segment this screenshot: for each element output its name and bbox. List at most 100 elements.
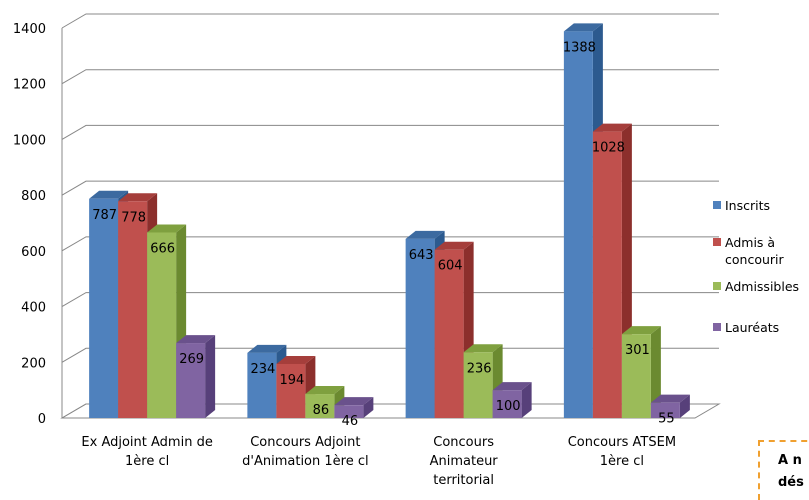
legend-entry: Lauréats: [713, 320, 779, 335]
bar-front: [276, 363, 306, 418]
data-label: 55: [658, 412, 675, 427]
y-tick-label: 800: [21, 189, 46, 204]
bar-top: [592, 123, 632, 132]
bar-top: [176, 335, 216, 344]
data-label: 666: [150, 241, 175, 256]
bar-front: [463, 352, 493, 418]
data-label: 787: [92, 208, 117, 223]
bar-top: [118, 193, 158, 202]
bar-top: [650, 394, 690, 403]
bar-top: [405, 230, 445, 239]
legend-label: Inscrits: [725, 198, 770, 213]
y-tick-label: 400: [21, 301, 46, 316]
legend-swatch: [713, 282, 721, 290]
y-tick-label: 600: [21, 245, 46, 260]
bar-front: [492, 390, 522, 418]
x-category-label: Ex Adjoint Admin de 1ère cl: [81, 435, 212, 469]
x-category-label: Concours Adjoint d'Animation 1ère cl: [242, 435, 368, 469]
legend-label: Admissibles: [725, 279, 799, 294]
bar: [276, 355, 316, 418]
data-label: 1388: [563, 40, 596, 55]
bar-front: [650, 402, 680, 418]
bar: [650, 394, 690, 418]
gridline: [61, 347, 719, 363]
bar-front: [176, 343, 206, 418]
bar-front: [592, 131, 622, 418]
x-category-label: Concours ATSEM 1ère cl: [568, 435, 676, 469]
bar-top: [305, 386, 345, 395]
data-label: 100: [496, 399, 521, 414]
gridline: [61, 124, 719, 140]
bar-front: [434, 249, 464, 418]
bar-front: [247, 352, 277, 418]
legend-label: Admis à concourir: [725, 235, 784, 267]
note-line-1: A n: [778, 453, 802, 468]
data-label: 236: [467, 361, 492, 376]
bars: [89, 23, 690, 418]
gridline: [61, 13, 719, 29]
legend-entry: Inscrits: [713, 198, 770, 213]
bar-side: [363, 397, 374, 418]
data-label: 269: [179, 352, 204, 367]
bar: [621, 326, 661, 418]
bar-top: [276, 355, 316, 364]
y-axis-ticks: 0 200 400 600 800 1000 1200 1400: [13, 22, 46, 427]
gridlines: [61, 13, 719, 419]
bar-top: [247, 344, 287, 353]
gridline: [61, 180, 719, 196]
note-box: A n dés: [758, 440, 809, 500]
y-tick-label: 0: [38, 412, 46, 427]
bar-front: [305, 394, 335, 418]
data-label: 643: [409, 248, 434, 263]
data-label: 1028: [592, 141, 625, 156]
data-label: 604: [438, 259, 463, 274]
legend-swatch: [713, 323, 721, 331]
legend-swatch: [713, 201, 721, 209]
bar-top: [463, 344, 503, 353]
bar-side: [521, 382, 532, 418]
bar-side: [650, 326, 661, 418]
data-label: 234: [250, 362, 275, 377]
y-tick-label: 1000: [13, 133, 46, 148]
bar-front: [334, 405, 364, 418]
legend-swatch: [713, 238, 721, 246]
legend-entry: Admissibles: [713, 279, 799, 294]
bar-side: [679, 394, 690, 418]
bar-top: [621, 326, 661, 335]
bar-top: [563, 23, 603, 32]
x-category-label: Concours Animateur territorial: [430, 435, 499, 488]
bar: [334, 397, 374, 418]
gridline: [61, 236, 719, 252]
y-tick-label: 200: [21, 356, 46, 371]
legend-entry: Admis à concourir: [713, 235, 784, 267]
bar-front: [405, 238, 435, 418]
bar-front: [118, 201, 148, 418]
data-label: 194: [279, 373, 304, 388]
bar-top: [492, 382, 532, 391]
data-label: 46: [342, 414, 359, 429]
data-label: 86: [313, 403, 330, 418]
bar: [492, 382, 532, 418]
data-label: 301: [625, 343, 650, 358]
data-labels: 787 778 666 269 234 194 86 46 643 604 236 100 1388 10…: [92, 40, 674, 429]
bar-top: [89, 190, 129, 199]
bar-side: [205, 335, 216, 418]
y-tick-label: 1400: [13, 22, 46, 37]
bar-front: [563, 31, 593, 418]
gridline: [61, 69, 719, 85]
note-line-2: dés: [778, 475, 804, 490]
bar-front: [147, 232, 177, 418]
data-label: 778: [121, 210, 146, 225]
bar: [147, 224, 187, 418]
gridline: [61, 292, 719, 308]
legend: Inscrits Admis à concourir Admissibles Lauré…: [713, 198, 799, 335]
bar-front: [89, 198, 119, 418]
x-axis-labels: Ex Adjoint Admin de 1ère cl Concours Adjoi…: [81, 435, 676, 488]
bar-top: [334, 397, 374, 406]
bar: [176, 335, 216, 418]
bar-front: [621, 334, 651, 418]
legend-label: Lauréats: [725, 320, 779, 335]
y-tick-label: 1200: [13, 78, 46, 93]
bar-top: [434, 241, 474, 250]
